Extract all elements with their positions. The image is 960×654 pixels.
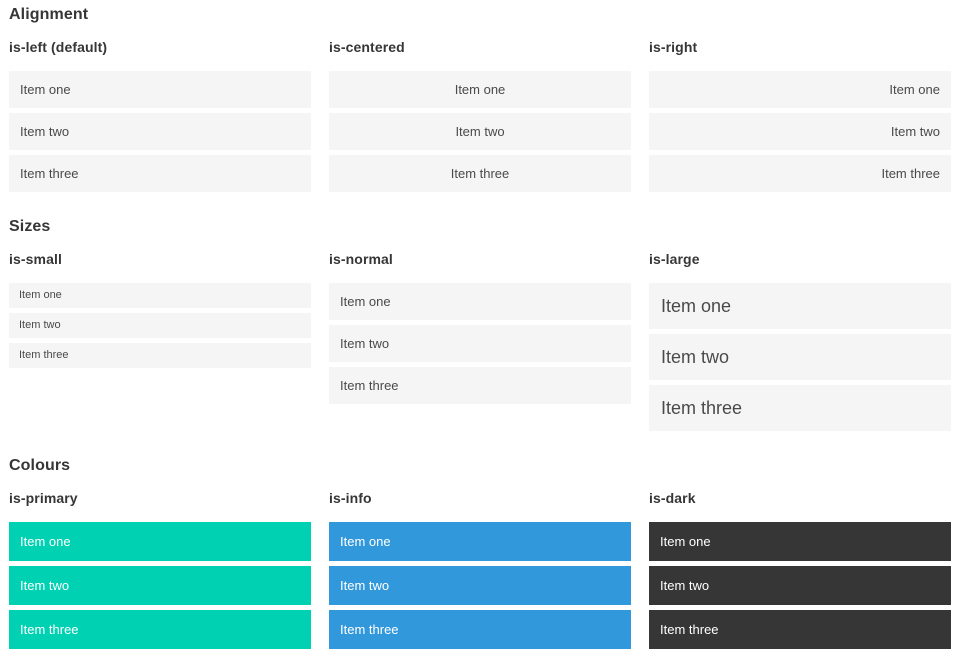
list-item: Item three — [649, 610, 951, 649]
column-is-left: is-left (default) Item one Item two Item… — [9, 25, 311, 197]
column-subtitle-is-right: is-right — [649, 39, 698, 55]
list-is-left: Item one Item two Item three — [9, 71, 311, 192]
list-item: Item three — [649, 385, 951, 431]
list-is-info: Item one Item two Item three — [329, 522, 631, 649]
list-item: Item two — [9, 566, 311, 605]
list-item: Item two — [329, 113, 631, 150]
column-subtitle-is-centered: is-centered — [329, 39, 405, 55]
list-item: Item one — [329, 522, 631, 561]
list-item: Item one — [9, 71, 311, 108]
list-item: Item two — [329, 325, 631, 362]
list-item: Item one — [329, 283, 631, 320]
column-is-normal: is-normal Item one Item two Item three — [329, 237, 631, 436]
list-item: Item two — [649, 113, 951, 150]
column-is-primary: is-primary Item one Item two Item three — [9, 476, 311, 654]
list-item: Item one — [649, 522, 951, 561]
column-subtitle-is-dark: is-dark — [649, 490, 696, 506]
list-item: Item three — [9, 610, 311, 649]
list-item: Item two — [9, 113, 311, 150]
list-is-normal: Item one Item two Item three — [329, 283, 631, 404]
list-item: Item two — [649, 334, 951, 380]
section-colours: Colours is-primary Item one Item two Ite… — [9, 456, 951, 654]
list-is-small: Item one Item two Item three — [9, 283, 311, 368]
column-is-small: is-small Item one Item two Item three — [9, 237, 311, 436]
list-item: Item one — [649, 283, 951, 329]
list-item: Item three — [649, 155, 951, 192]
column-subtitle-is-normal: is-normal — [329, 251, 393, 267]
list-is-right: Item one Item two Item three — [649, 71, 951, 192]
list-is-large: Item one Item two Item three — [649, 283, 951, 431]
list-item: Item three — [9, 343, 311, 368]
list-is-primary: Item one Item two Item three — [9, 522, 311, 649]
column-subtitle-is-large: is-large — [649, 251, 700, 267]
section-alignment: Alignment is-left (default) Item one Ite… — [9, 5, 951, 197]
column-is-dark: is-dark Item one Item two Item three — [649, 476, 951, 654]
list-item: Item two — [329, 566, 631, 605]
sizes-columns: is-small Item one Item two Item three is… — [9, 237, 951, 436]
column-subtitle-is-small: is-small — [9, 251, 62, 267]
list-is-centered: Item one Item two Item three — [329, 71, 631, 192]
column-is-centered: is-centered Item one Item two Item three — [329, 25, 631, 197]
colours-columns: is-primary Item one Item two Item three … — [9, 476, 951, 654]
column-subtitle-is-info: is-info — [329, 490, 372, 506]
list-item: Item three — [329, 367, 631, 404]
column-subtitle-is-primary: is-primary — [9, 490, 78, 506]
column-is-right: is-right Item one Item two Item three — [649, 25, 951, 197]
list-item: Item three — [329, 155, 631, 192]
list-item: Item three — [329, 610, 631, 649]
list-item: Item three — [9, 155, 311, 192]
section-title-sizes: Sizes — [9, 218, 51, 235]
list-item: Item two — [649, 566, 951, 605]
alignment-columns: is-left (default) Item one Item two Item… — [9, 25, 951, 197]
list-is-dark: Item one Item two Item three — [649, 522, 951, 649]
list-item: Item one — [649, 71, 951, 108]
list-item: Item one — [9, 522, 311, 561]
list-component-demo-page: Alignment is-left (default) Item one Ite… — [9, 5, 951, 654]
section-title-alignment: Alignment — [9, 6, 89, 23]
section-title-colours: Colours — [9, 457, 71, 474]
column-subtitle-is-left: is-left (default) — [9, 39, 108, 55]
section-sizes: Sizes is-small Item one Item two Item th… — [9, 217, 951, 436]
list-item: Item two — [9, 313, 311, 338]
list-item: Item one — [329, 71, 631, 108]
column-is-info: is-info Item one Item two Item three — [329, 476, 631, 654]
column-is-large: is-large Item one Item two Item three — [649, 237, 951, 436]
list-item: Item one — [9, 283, 311, 308]
